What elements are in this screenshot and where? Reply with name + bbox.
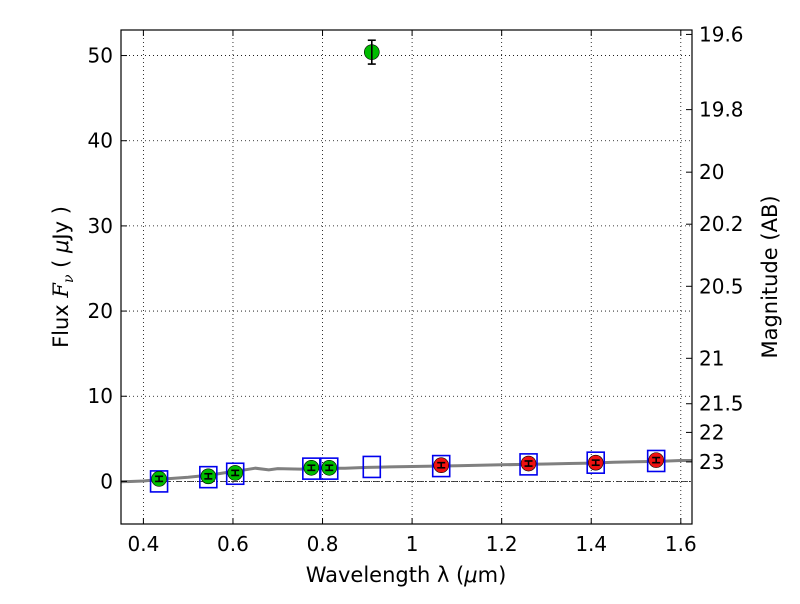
- x-axis-label: Wavelength λ (μm): [306, 563, 507, 587]
- model-flux-box: [225, 462, 245, 486]
- model-flux-box: [302, 457, 321, 480]
- model-flux-box: [362, 455, 382, 479]
- y-axis-label: Flux Fν ( μJy ): [49, 206, 77, 348]
- y2-tick-label: 19.8: [699, 98, 744, 122]
- model-flux-box: [519, 453, 538, 476]
- y-tick-label: 0: [100, 469, 113, 493]
- model-flux-boxes: [149, 449, 666, 493]
- y2-axis-label: Magnitude (AB): [758, 195, 782, 358]
- x-tick-label: 1.2: [486, 532, 518, 556]
- y2-tick-label: 20: [699, 160, 724, 184]
- y-tick-label: 10: [88, 384, 113, 408]
- x-tick-label: 1.4: [575, 532, 607, 556]
- y-tick-label: 50: [88, 44, 113, 68]
- plot-frame: [120, 29, 693, 525]
- y-tick-label: 30: [88, 214, 113, 238]
- x-tick-label: 0.4: [127, 532, 159, 556]
- x-tick-label: 1: [406, 532, 419, 556]
- model-flux-box: [646, 449, 666, 473]
- y2-tick-label: 21.5: [699, 392, 744, 416]
- tick-labels: 0.4 0.6 0.8 1 1.2 1.4 1.6 0 10 20 30 40 50 19.6 19.8 20…: [88, 22, 744, 556]
- plot-area: [121, 30, 692, 524]
- y2-tick-label: 19.6: [699, 22, 744, 46]
- y-tick-label: 20: [88, 299, 113, 323]
- y2-tick-label: 20.5: [699, 274, 744, 298]
- y2-tick-label: 22: [699, 420, 724, 444]
- photometry-points: [151, 39, 664, 487]
- y2-tick-label: 23: [699, 450, 724, 474]
- y-tick-label: 40: [88, 129, 113, 153]
- y2-tick-label: 21: [699, 346, 724, 370]
- x-tick-label: 0.8: [307, 532, 339, 556]
- model-flux-box: [586, 451, 606, 474]
- y2-tick-label: 20.2: [699, 212, 744, 236]
- model-flux-box: [199, 465, 218, 489]
- x-tick-label: 1.6: [665, 532, 697, 556]
- x-tick-label: 0.6: [217, 532, 249, 556]
- axis-ticks: [121, 30, 692, 524]
- model-flux-box: [319, 457, 339, 480]
- model-flux-box: [149, 470, 169, 493]
- model-flux-box: [431, 454, 451, 478]
